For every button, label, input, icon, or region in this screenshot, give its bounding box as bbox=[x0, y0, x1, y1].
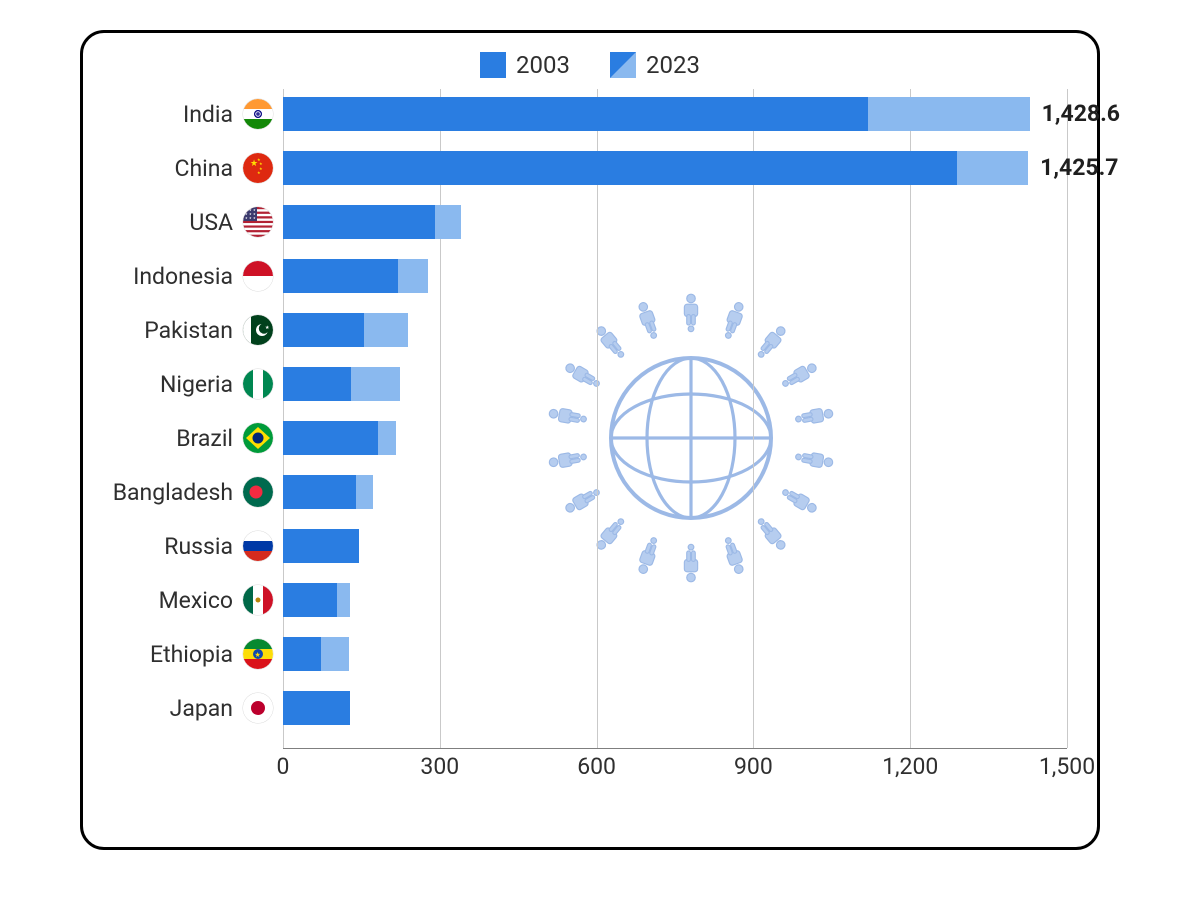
gridline bbox=[597, 89, 598, 748]
svg-text:★: ★ bbox=[255, 651, 261, 659]
country-label: Indonesia bbox=[133, 256, 273, 296]
y-axis-labels: IndiaChina★★★★★USA★★★★★★★★★IndonesiaPaki… bbox=[103, 89, 273, 749]
country-label: Bangladesh bbox=[113, 472, 273, 512]
country-name: USA bbox=[189, 209, 233, 236]
country-label: China★★★★★ bbox=[175, 148, 273, 188]
country-label: USA★★★★★★★★★ bbox=[189, 202, 273, 242]
gridline bbox=[440, 89, 441, 748]
bar-value-label: 1,425.7 bbox=[1040, 154, 1118, 181]
x-tick-label: 600 bbox=[577, 753, 616, 780]
x-tick-label: 0 bbox=[277, 753, 290, 780]
x-axis-ticks: 03006009001,2001,500 bbox=[283, 753, 1067, 793]
country-name: Indonesia bbox=[133, 263, 233, 290]
country-label: Pakistan ★ bbox=[144, 310, 273, 350]
svg-text:★: ★ bbox=[249, 216, 252, 220]
x-tick-label: 1,200 bbox=[882, 753, 938, 780]
country-label: Japan bbox=[170, 688, 273, 728]
bar-2003 bbox=[283, 367, 351, 401]
bar-2003 bbox=[283, 151, 957, 185]
country-name: Brazil bbox=[176, 425, 233, 452]
legend-label-2003: 2003 bbox=[516, 51, 570, 79]
country-name: Japan bbox=[170, 695, 233, 722]
gridline bbox=[753, 89, 754, 748]
globe-people-icon bbox=[491, 238, 891, 638]
bar-2003 bbox=[283, 529, 359, 563]
bar-2003 bbox=[283, 583, 337, 617]
legend-item-2023: 2023 bbox=[610, 51, 700, 79]
country-name: Russia bbox=[164, 533, 233, 560]
country-name: Pakistan bbox=[144, 317, 233, 344]
country-name: Nigeria bbox=[160, 371, 233, 398]
country-label: Mexico bbox=[159, 580, 273, 620]
gridline bbox=[910, 89, 911, 748]
bar-2003 bbox=[283, 205, 435, 239]
bar-2003 bbox=[283, 691, 350, 725]
legend-swatch-2023 bbox=[610, 52, 636, 78]
bar-2003 bbox=[283, 637, 321, 671]
plot-area: 1,428.61,425.7 bbox=[283, 89, 1067, 749]
bar-2003 bbox=[283, 97, 868, 131]
country-label: India bbox=[183, 94, 273, 134]
legend-item-2003: 2003 bbox=[480, 51, 570, 79]
legend: 2003 2023 bbox=[103, 51, 1077, 79]
x-tick-label: 300 bbox=[420, 753, 459, 780]
country-name: Bangladesh bbox=[113, 479, 233, 506]
plot: IndiaChina★★★★★USA★★★★★★★★★IndonesiaPaki… bbox=[103, 89, 1077, 819]
bar-2003 bbox=[283, 259, 398, 293]
country-name: China bbox=[175, 155, 233, 182]
svg-text:★: ★ bbox=[245, 216, 248, 220]
x-tick-label: 1,500 bbox=[1039, 753, 1095, 780]
chart-frame: 2003 2023 IndiaChina★★★★★USA★★★★★★★★★Ind… bbox=[80, 30, 1100, 850]
legend-swatch-2003 bbox=[480, 52, 506, 78]
bar-2003 bbox=[283, 421, 378, 455]
country-label: Nigeria bbox=[160, 364, 273, 404]
legend-label-2023: 2023 bbox=[646, 51, 700, 79]
country-name: Mexico bbox=[159, 587, 233, 614]
country-name: India bbox=[183, 101, 233, 128]
svg-text:★: ★ bbox=[257, 170, 261, 175]
svg-text:★: ★ bbox=[265, 325, 270, 331]
bar-2003 bbox=[283, 313, 364, 347]
country-label: Brazil bbox=[176, 418, 273, 458]
country-label: Russia bbox=[164, 526, 273, 566]
gridline bbox=[1067, 89, 1068, 748]
country-name: Ethiopia bbox=[150, 641, 233, 668]
svg-text:★: ★ bbox=[253, 216, 256, 220]
bar-value-label: 1,428.6 bbox=[1042, 100, 1120, 127]
country-label: Ethiopia ★ bbox=[150, 634, 273, 674]
x-tick-label: 900 bbox=[734, 753, 773, 780]
bar-2003 bbox=[283, 475, 356, 509]
